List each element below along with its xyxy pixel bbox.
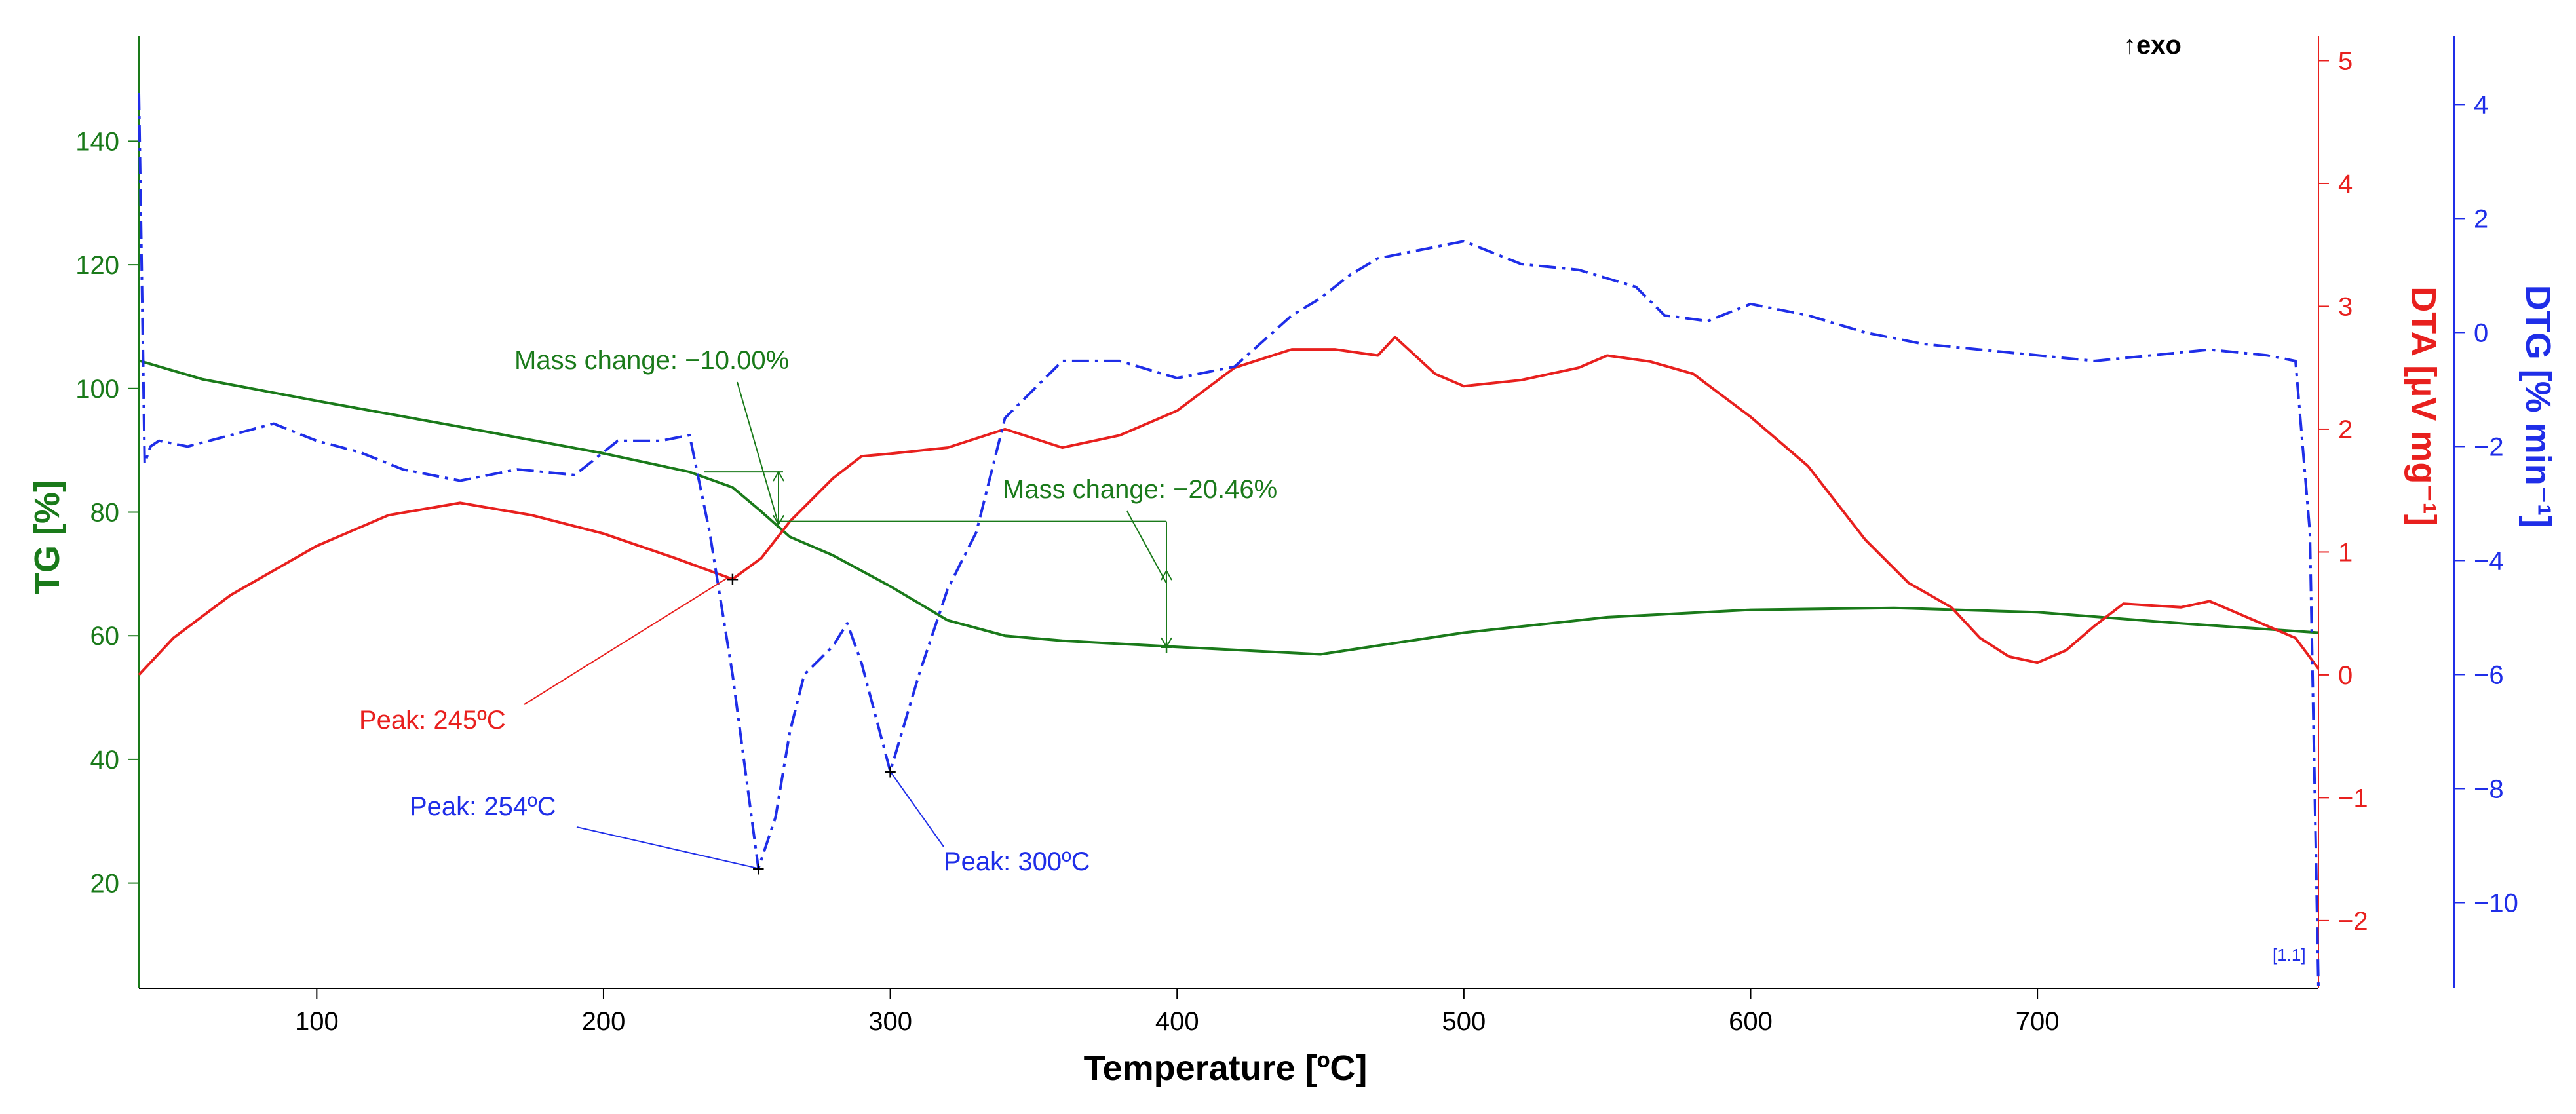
range-label: [1.1] [2273,945,2306,965]
peak-245-leader [524,577,728,705]
dta-axis-title: DTA [µV mg⁻¹] [2404,286,2443,526]
dtg-tick-label--4: −4 [2474,547,2504,575]
dta-tick-label-4: 4 [2338,170,2353,199]
mass-change-20-leader [1126,510,1167,584]
x-tick-label-700: 700 [2016,1007,2060,1036]
dtg-tick-label-0: 0 [2474,318,2488,347]
tg-tick-label-40: 40 [90,746,120,775]
peak-245-marker: + [726,567,739,592]
series-tg-line [138,359,2319,656]
tg-axis-title: TG [%] [28,480,67,594]
exo-marker: ↑exo [2123,31,2182,60]
tg-tick-label-140: 140 [75,127,119,156]
x-tick-label-600: 600 [1729,1007,1773,1036]
tg-tick-label-20: 20 [90,870,120,898]
peak-245-label: Peak: 245ºC [359,706,506,735]
series-layer [138,92,2320,989]
mass-change-20-label: Mass change: −20.46% [1003,475,1277,504]
dta-tick-label-3: 3 [2338,292,2353,321]
annotation-layer: + + + + [524,381,1173,881]
mass-change-10-leader [737,381,779,525]
tg-tick-label-120: 120 [75,251,119,280]
dta-tick-label--2: −2 [2338,907,2368,936]
mass-change-20-marker: + [1160,635,1173,660]
dtg-tick-label--8: −8 [2474,775,2504,803]
mass-change-10-arrowhead-top [773,471,784,482]
series-dta-line [138,336,2320,676]
dta-tick-label--1: −1 [2338,784,2368,813]
dtg-tick-label-2: 2 [2474,204,2488,233]
dta-tick-label-5: 5 [2338,47,2353,75]
peak-254-label: Peak: 254ºC [410,792,556,821]
dtg-tick-label-4: 4 [2474,90,2488,119]
mass-change-20-arrowhead-bottom [1161,637,1172,649]
peak-254-marker: + [752,856,765,881]
peak-300-marker: + [884,759,897,784]
tg-tick-label-60: 60 [90,622,120,651]
x-tick-label-500: 500 [1442,1007,1486,1036]
x-tick-label-200: 200 [582,1007,626,1036]
dtg-axis-title: DTG [% min⁻¹] [2518,285,2558,528]
series-dtg-line [138,92,2320,989]
x-tick-label-300: 300 [868,1007,912,1036]
axes-layer: 100 200 300 400 500 600 70020406080100120140−2… [75,36,2518,1036]
x-axis-title: Temperature [ºC] [1084,1048,1368,1088]
peak-300-leader [889,771,944,847]
mass-change-10-arrowhead-bottom [773,514,784,526]
dta-tick-label-1: 1 [2338,538,2353,567]
dtg-tick-label--2: −2 [2474,432,2504,461]
mass-change-10-label: Mass change: −10.00% [514,346,789,375]
dta-tick-label-2: 2 [2338,415,2353,444]
dtg-tick-label--10: −10 [2474,889,2518,917]
tg-tick-label-100: 100 [75,375,119,404]
tg-tick-label-80: 80 [90,499,120,528]
peak-300-label: Peak: 300ºC [944,847,1090,876]
dtg-tick-label--6: −6 [2474,661,2504,689]
dta-tick-label-0: 0 [2338,661,2353,690]
peak-254-leader [576,826,759,870]
x-tick-label-400: 400 [1155,1007,1199,1036]
x-tick-label-100: 100 [295,1007,339,1036]
mass-change-20-arrowhead-top [1161,569,1172,581]
